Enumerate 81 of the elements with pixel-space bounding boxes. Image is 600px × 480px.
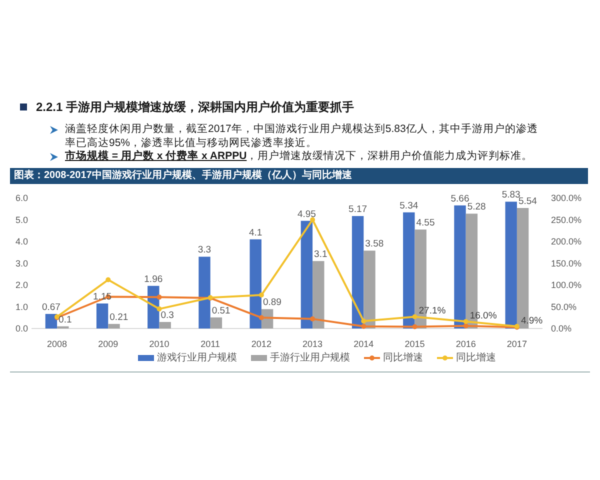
data-label: 5.66: [450, 193, 470, 204]
point: [156, 294, 162, 300]
data-label: 0.21: [110, 312, 128, 323]
bar: [159, 322, 171, 328]
data-label: 4.55: [416, 218, 435, 229]
data-label: 5.17: [348, 204, 368, 216]
data-label: 3.1: [314, 249, 328, 260]
point: [310, 217, 316, 222]
x-tick-label: 2015: [404, 339, 425, 349]
bar: [198, 256, 210, 328]
legend-label: 手游行业用户规模: [270, 352, 350, 364]
data-label: 0.89: [262, 297, 282, 308]
x-tick-label: 2013: [302, 339, 323, 349]
data-label: 5.54: [518, 196, 537, 208]
x-tick-label: 2008: [47, 339, 68, 349]
data-label: 4.9%: [520, 315, 544, 326]
legend-label: 同比增速: [383, 352, 423, 364]
x-tick-label: 2016: [456, 339, 476, 349]
point: [412, 314, 418, 320]
bar: [300, 220, 313, 328]
data-label: 4.95: [297, 208, 316, 220]
data-label: 5.28: [467, 202, 486, 213]
text: 2.2.1 手游用户规模增速放缓，深耕国内用户价值为重要抓手: [36, 100, 354, 114]
bar: [45, 314, 58, 328]
y-tick-label: 6.0: [15, 193, 28, 203]
data-label: 0.51: [212, 305, 230, 316]
bar: [312, 261, 324, 328]
data-label: 5.83: [502, 190, 520, 201]
data-label: 0.3: [160, 310, 174, 321]
text: 涵盖轻度休闲用户数量，截至2017年，中国游戏行业用户规模达到5.83亿人，其中手游用户的渗透率已高达95%，渗透率比值与移动网民渗透率接近。: [65, 123, 538, 148]
bar: [108, 324, 120, 328]
data-label: 0.1: [58, 314, 72, 326]
point: [463, 323, 468, 328]
data-label: 16.0%: [470, 310, 498, 322]
data-label: 1.96: [144, 274, 163, 285]
y2-tick-label: 0.0%: [551, 324, 572, 334]
point: [361, 318, 366, 324]
y2-tick-label: 100.0%: [551, 280, 582, 290]
point: [258, 292, 264, 298]
legend-label: 游戏行业用户规模: [157, 352, 237, 364]
data-label: 27.1%: [418, 306, 446, 317]
y-tick-label: 4.0: [15, 236, 28, 246]
bar: [210, 317, 222, 328]
x-tick-label: 2009: [98, 339, 118, 349]
point: [361, 324, 366, 329]
point: [412, 324, 418, 330]
point: [310, 316, 316, 322]
bar: [250, 239, 262, 328]
y2-tick-label: 250.0%: [551, 214, 582, 225]
point: [156, 306, 162, 312]
bar: [352, 216, 364, 328]
bar: [454, 205, 466, 328]
point: [106, 277, 111, 282]
bar: [96, 303, 108, 328]
x-tick-label: 2012: [251, 339, 272, 349]
point: [463, 319, 468, 324]
legend-label: 同比增速: [456, 352, 496, 364]
x-tick-label: 2010: [149, 339, 170, 349]
data-label: 0.67: [42, 302, 60, 313]
bar: [505, 202, 517, 328]
y-tick-label: 1.0: [15, 302, 28, 312]
bar: [364, 250, 376, 328]
data-label: 3.58: [365, 238, 384, 250]
point: [258, 315, 264, 320]
y-tick-label: 0.0: [15, 324, 28, 334]
y2-tick-label: 50.0%: [551, 302, 577, 312]
y2-tick-label: 200.0%: [551, 236, 582, 246]
x-tick-label: 2017: [506, 339, 527, 349]
chart-title: 图表：2008-2017中国游戏行业用户规模、手游用户规模（亿人）与同比增速: [14, 170, 352, 181]
y-tick-label: 2.0: [15, 280, 28, 290]
data-label: 3.3: [198, 244, 212, 256]
x-tick-label: 2014: [354, 339, 374, 349]
y2-tick-label: 300.0%: [551, 193, 582, 203]
bar: [403, 212, 415, 328]
data-label: 5.34: [400, 200, 418, 212]
x-tick-label: 2011: [200, 339, 220, 349]
y2-tick-label: 150.0%: [551, 258, 582, 268]
text: 市场规模 = 用户数 x 付费率 x ARPPU，用户增速放缓情况下，深耕用户价值能力成为评判标准。: [65, 150, 533, 162]
data-label: 4.1: [248, 227, 262, 238]
y-tick-label: 5.0: [15, 214, 28, 225]
y-tick-label: 3.0: [15, 258, 28, 268]
